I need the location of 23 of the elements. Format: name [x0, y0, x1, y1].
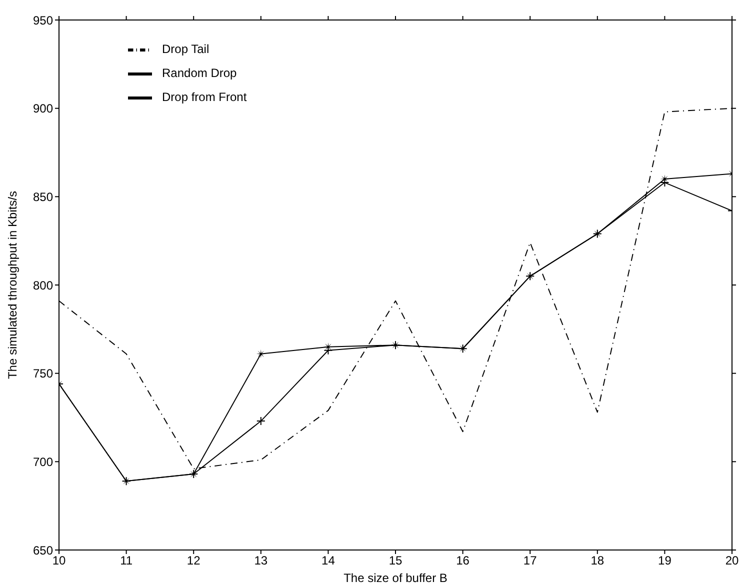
x-tick-label: 19 — [658, 554, 672, 568]
y-tick-label: 950 — [32, 13, 54, 28]
x-tick-label: 14 — [322, 554, 336, 568]
y-tick-label: 750 — [32, 366, 54, 381]
x-tick-label: 20 — [725, 554, 739, 568]
y-tick-label: 900 — [32, 102, 54, 116]
x-axis-title: The size of buffer B — [344, 571, 448, 585]
x-tick-label: 18 — [590, 554, 604, 568]
y-tick-label: 800 — [32, 278, 54, 292]
y-tick-label: 850 — [32, 190, 54, 204]
x-tick-label: 11 — [120, 554, 133, 568]
x-tick-label: 10 — [52, 554, 66, 568]
legend-label: Random Drop — [162, 66, 237, 80]
legend-label: Drop from Front — [162, 90, 247, 104]
x-tick-label: 13 — [254, 554, 268, 568]
y-axis-title: The simulated throughput in Kbits/s — [5, 190, 20, 380]
y-tick-label: 700 — [32, 454, 54, 469]
y-tick-label: 650 — [32, 543, 54, 558]
x-tick-label: 12 — [186, 554, 201, 568]
legend-label: Drop Tail — [162, 42, 210, 56]
x-tick-label: 15 — [388, 554, 402, 568]
x-tick-label: 16 — [456, 554, 470, 568]
x-tick-label: 17 — [523, 554, 538, 568]
